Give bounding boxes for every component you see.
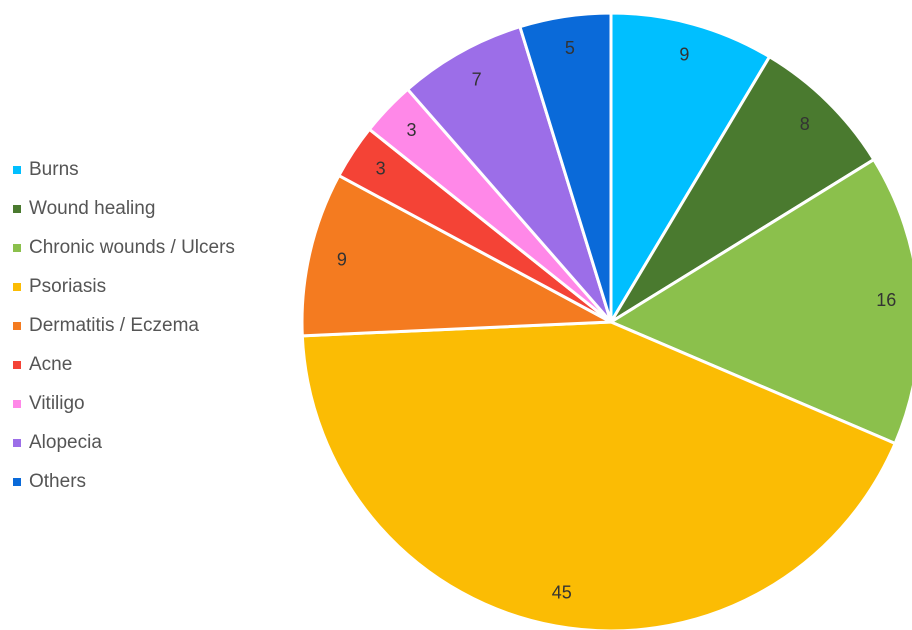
- legend-item-wound-healing: Wound healing: [13, 189, 235, 228]
- legend-label: Psoriasis: [29, 275, 107, 297]
- pie-slice-wound-healing: [609, 55, 876, 324]
- legend-label: Others: [29, 470, 87, 492]
- legend-item-others: Others: [13, 462, 235, 501]
- legend: Burns Wound healing Chronic wounds / Ulcer…: [13, 150, 235, 501]
- legend-item-chronic-wounds-ulcers: Chronic wounds / Ulcers: [13, 228, 235, 267]
- pie-slice-psoriasis: [300, 320, 897, 630]
- legend-label: Vitiligo: [29, 392, 85, 414]
- legend-swatch: [13, 477, 21, 486]
- legend-swatch: [13, 399, 21, 408]
- pie-slice-burns: [609, 11, 771, 324]
- legend-swatch: [13, 438, 21, 447]
- pie-slices: [300, 11, 912, 630]
- data-label-alopecia: 7: [472, 70, 482, 90]
- pie-slice-alopecia: [406, 25, 613, 324]
- data-label-chronic-wounds-ulcers: 16: [876, 290, 896, 310]
- data-label-dermatitis-eczema: 9: [337, 249, 347, 269]
- data-label-acne: 3: [376, 159, 386, 179]
- legend-swatch: [13, 321, 21, 330]
- data-label-psoriasis: 45: [552, 582, 572, 602]
- pie-slice-dermatitis-eczema: [300, 174, 613, 338]
- legend-label: Dermatitis / Eczema: [29, 314, 199, 336]
- legend-label: Chronic wounds / Ulcers: [29, 236, 235, 258]
- legend-swatch: [13, 165, 21, 174]
- data-label-wound-healing: 8: [800, 114, 810, 134]
- legend-item-acne: Acne: [13, 345, 235, 384]
- legend-item-psoriasis: Psoriasis: [13, 267, 235, 306]
- data-label-burns: 9: [679, 45, 689, 65]
- legend-swatch: [13, 204, 21, 213]
- pie-slice-others: [518, 11, 613, 324]
- legend-swatch: [13, 243, 21, 252]
- legend-item-alopecia: Alopecia: [13, 423, 235, 462]
- legend-label: Wound healing: [29, 197, 156, 219]
- legend-label: Alopecia: [29, 431, 102, 453]
- legend-item-dermatitis-eczema: Dermatitis / Eczema: [13, 306, 235, 345]
- legend-item-burns: Burns: [13, 150, 235, 189]
- data-label-vitiligo: 3: [407, 120, 417, 140]
- pie-slice-chronic-wounds-ulcers: [609, 158, 912, 445]
- legend-swatch: [13, 360, 21, 369]
- data-label-others: 5: [565, 38, 575, 58]
- pie-data-labels: 9 8 16 45 9 3 3 7 5: [337, 38, 896, 602]
- legend-item-vitiligo: Vitiligo: [13, 384, 235, 423]
- legend-swatch: [13, 282, 21, 291]
- legend-label: Burns: [29, 158, 79, 180]
- legend-label: Acne: [29, 353, 73, 375]
